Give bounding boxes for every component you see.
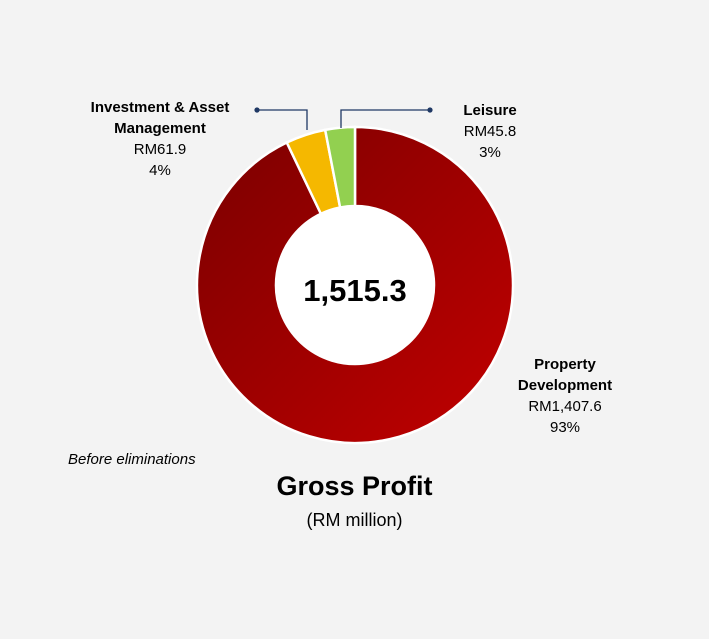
center-total: 1,515.3: [303, 273, 406, 308]
leader-dot-investment: [254, 107, 260, 113]
label-property-name2: Development: [517, 377, 613, 394]
leader-line-investment: [257, 109, 308, 130]
label-investment-name2: Management: [114, 120, 206, 137]
label-leisure-name: Leisure: [463, 102, 517, 119]
donut-hole: [276, 206, 434, 364]
label-property-pct: 93%: [549, 419, 581, 436]
leader-dot-leisure: [427, 107, 433, 113]
leader-line-leisure: [340, 109, 430, 128]
label-property: Property Development RM1,407.6 93%: [500, 354, 630, 438]
before-eliminations-note: Before eliminations: [68, 451, 196, 468]
label-property-name: Property: [534, 356, 596, 373]
label-property-value: RM1,407.6: [528, 398, 602, 415]
label-investment: Investment & Asset Management RM61.9 4%: [60, 97, 260, 181]
chart-title: Gross Profit: [276, 471, 433, 501]
label-leisure: Leisure RM45.8 3%: [435, 100, 545, 163]
chart-subtitle: (RM million): [306, 510, 403, 530]
label-leisure-value: RM45.8: [463, 123, 517, 140]
label-leisure-pct: 3%: [479, 144, 501, 161]
label-investment-value: RM61.9: [133, 141, 187, 158]
label-investment-pct: 4%: [149, 162, 171, 179]
label-investment-name: Investment & Asset: [90, 99, 230, 116]
